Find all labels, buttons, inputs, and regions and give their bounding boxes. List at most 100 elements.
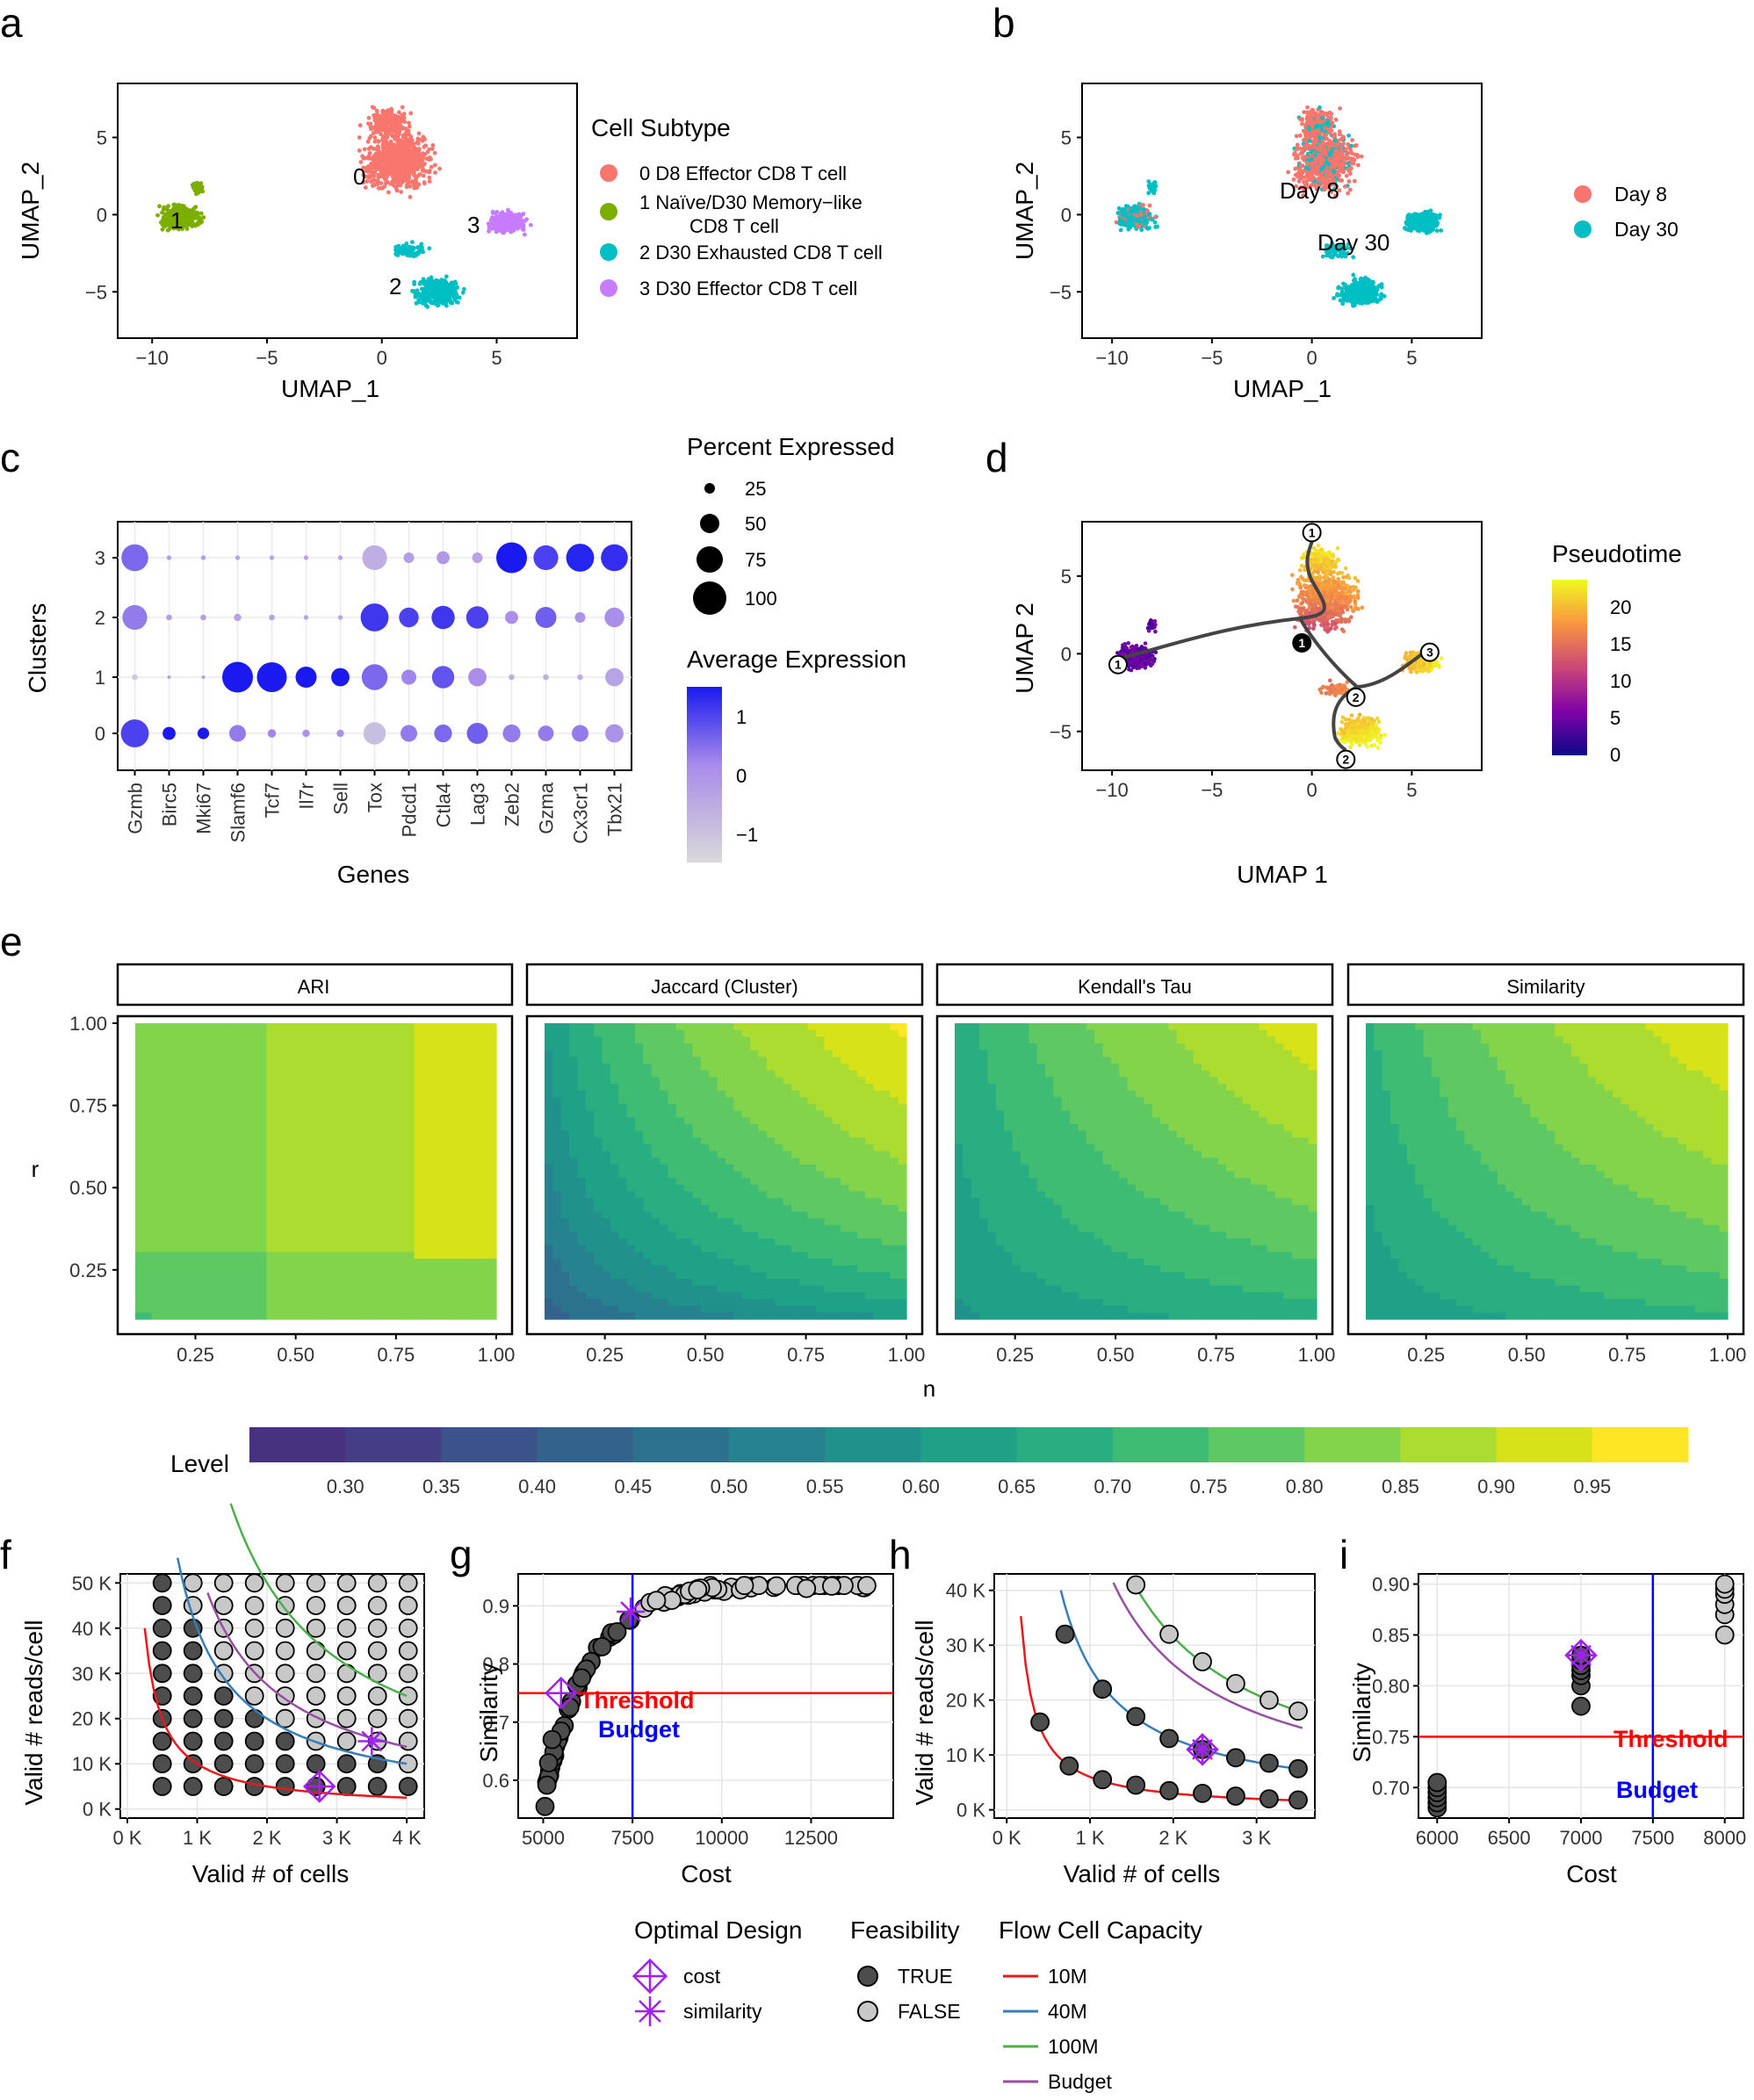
cell-point [1357,284,1362,289]
cell-point [405,170,409,175]
cell-point [1348,604,1353,610]
cell-point [1375,285,1380,290]
cell-point [1304,161,1310,165]
expression-dot [543,674,549,681]
cell-point [1325,136,1330,141]
cell-point [1332,161,1337,165]
cell-point [404,163,408,168]
expression-dot [235,555,241,560]
cell-point [1301,148,1305,153]
cell-point [386,157,391,162]
expression-dot [132,674,138,681]
cell-point [1352,278,1356,283]
cell-point [1319,127,1325,133]
cluster-label-1: 1 [170,207,183,234]
cell-point [401,172,406,177]
expression-dot [431,666,455,689]
cell-point [393,149,398,155]
cell-point [1353,287,1358,292]
expression-dot [167,675,171,679]
cell-point [438,296,443,301]
avg-colorbar [687,687,722,862]
expression-dot [360,603,389,631]
cell-point [193,205,198,210]
cell-point [423,295,428,300]
cell-point [1369,299,1374,304]
expression-dot [122,604,148,631]
cell-point [444,274,449,279]
cell-point [390,157,394,162]
cell-point [1319,170,1325,176]
cell-point [381,152,386,157]
cell-point [432,285,437,289]
expression-dot [229,725,246,742]
cell-point [521,224,526,229]
panel-b-xtick-label: −10 [1095,347,1128,369]
cell-point [1296,578,1301,582]
gene-tick-label: Sell [330,783,352,815]
cell-point [165,213,170,218]
panel-letter-d: d [985,435,1008,480]
cell-point [1368,286,1372,292]
cell-point [378,119,382,123]
cell-point [161,216,166,221]
cell-point [198,216,203,221]
cell-point [372,112,377,118]
expression-dot [401,669,416,685]
cell-point [1301,596,1305,601]
cell-point [401,178,407,184]
panel-b-xtick-label: −5 [1201,347,1223,369]
cell-point [494,224,498,228]
cell-point [1345,290,1350,295]
expression-dot [401,725,417,742]
cell-point [408,149,412,155]
cell-point [421,173,426,178]
cell-point [381,174,386,179]
cell-point [385,119,389,123]
cell-point [1296,153,1300,158]
cell-point [401,113,406,119]
panel-a-xtick-label: 0 [377,347,387,369]
cell-point [1309,145,1314,150]
cell-point [528,222,533,227]
gene-tick-label: Lag3 [467,783,489,826]
cell-point [1134,213,1139,218]
cell-point [386,116,392,120]
cell-point [404,126,409,132]
legend-dot-c2 [600,243,617,261]
cell-point [1318,156,1324,162]
cell-point [1339,290,1345,294]
point-label-day8: Day 8 [1280,177,1339,204]
cell-point [492,218,497,222]
cell-point [1343,147,1348,152]
cell-point [515,213,520,218]
cell-point [395,154,401,159]
cell-point [373,161,379,165]
cell-point [1422,225,1427,230]
pct-label-50: 50 [745,513,766,535]
cell-point [367,151,372,156]
gene-tick-label: Cx3cr1 [570,783,592,844]
cell-point [380,142,386,147]
cell-point [1294,134,1299,139]
pct-dot-100 [693,581,726,615]
cell-point [1314,157,1319,162]
cell-point [1404,220,1409,226]
cell-point [1324,171,1329,176]
cell-point [1351,272,1356,278]
cell-point [1332,588,1338,594]
cell-point [502,227,508,232]
cell-point [393,161,398,166]
legend-dot-day30 [1574,220,1592,238]
cell-point [395,131,401,136]
cell-point [427,179,432,184]
cell-point [455,285,459,290]
cell-point [408,194,413,199]
cell-point [1349,166,1353,171]
cell-point [379,169,385,173]
cell-point [1317,105,1322,110]
cell-point [419,163,423,168]
cell-point [490,209,495,214]
